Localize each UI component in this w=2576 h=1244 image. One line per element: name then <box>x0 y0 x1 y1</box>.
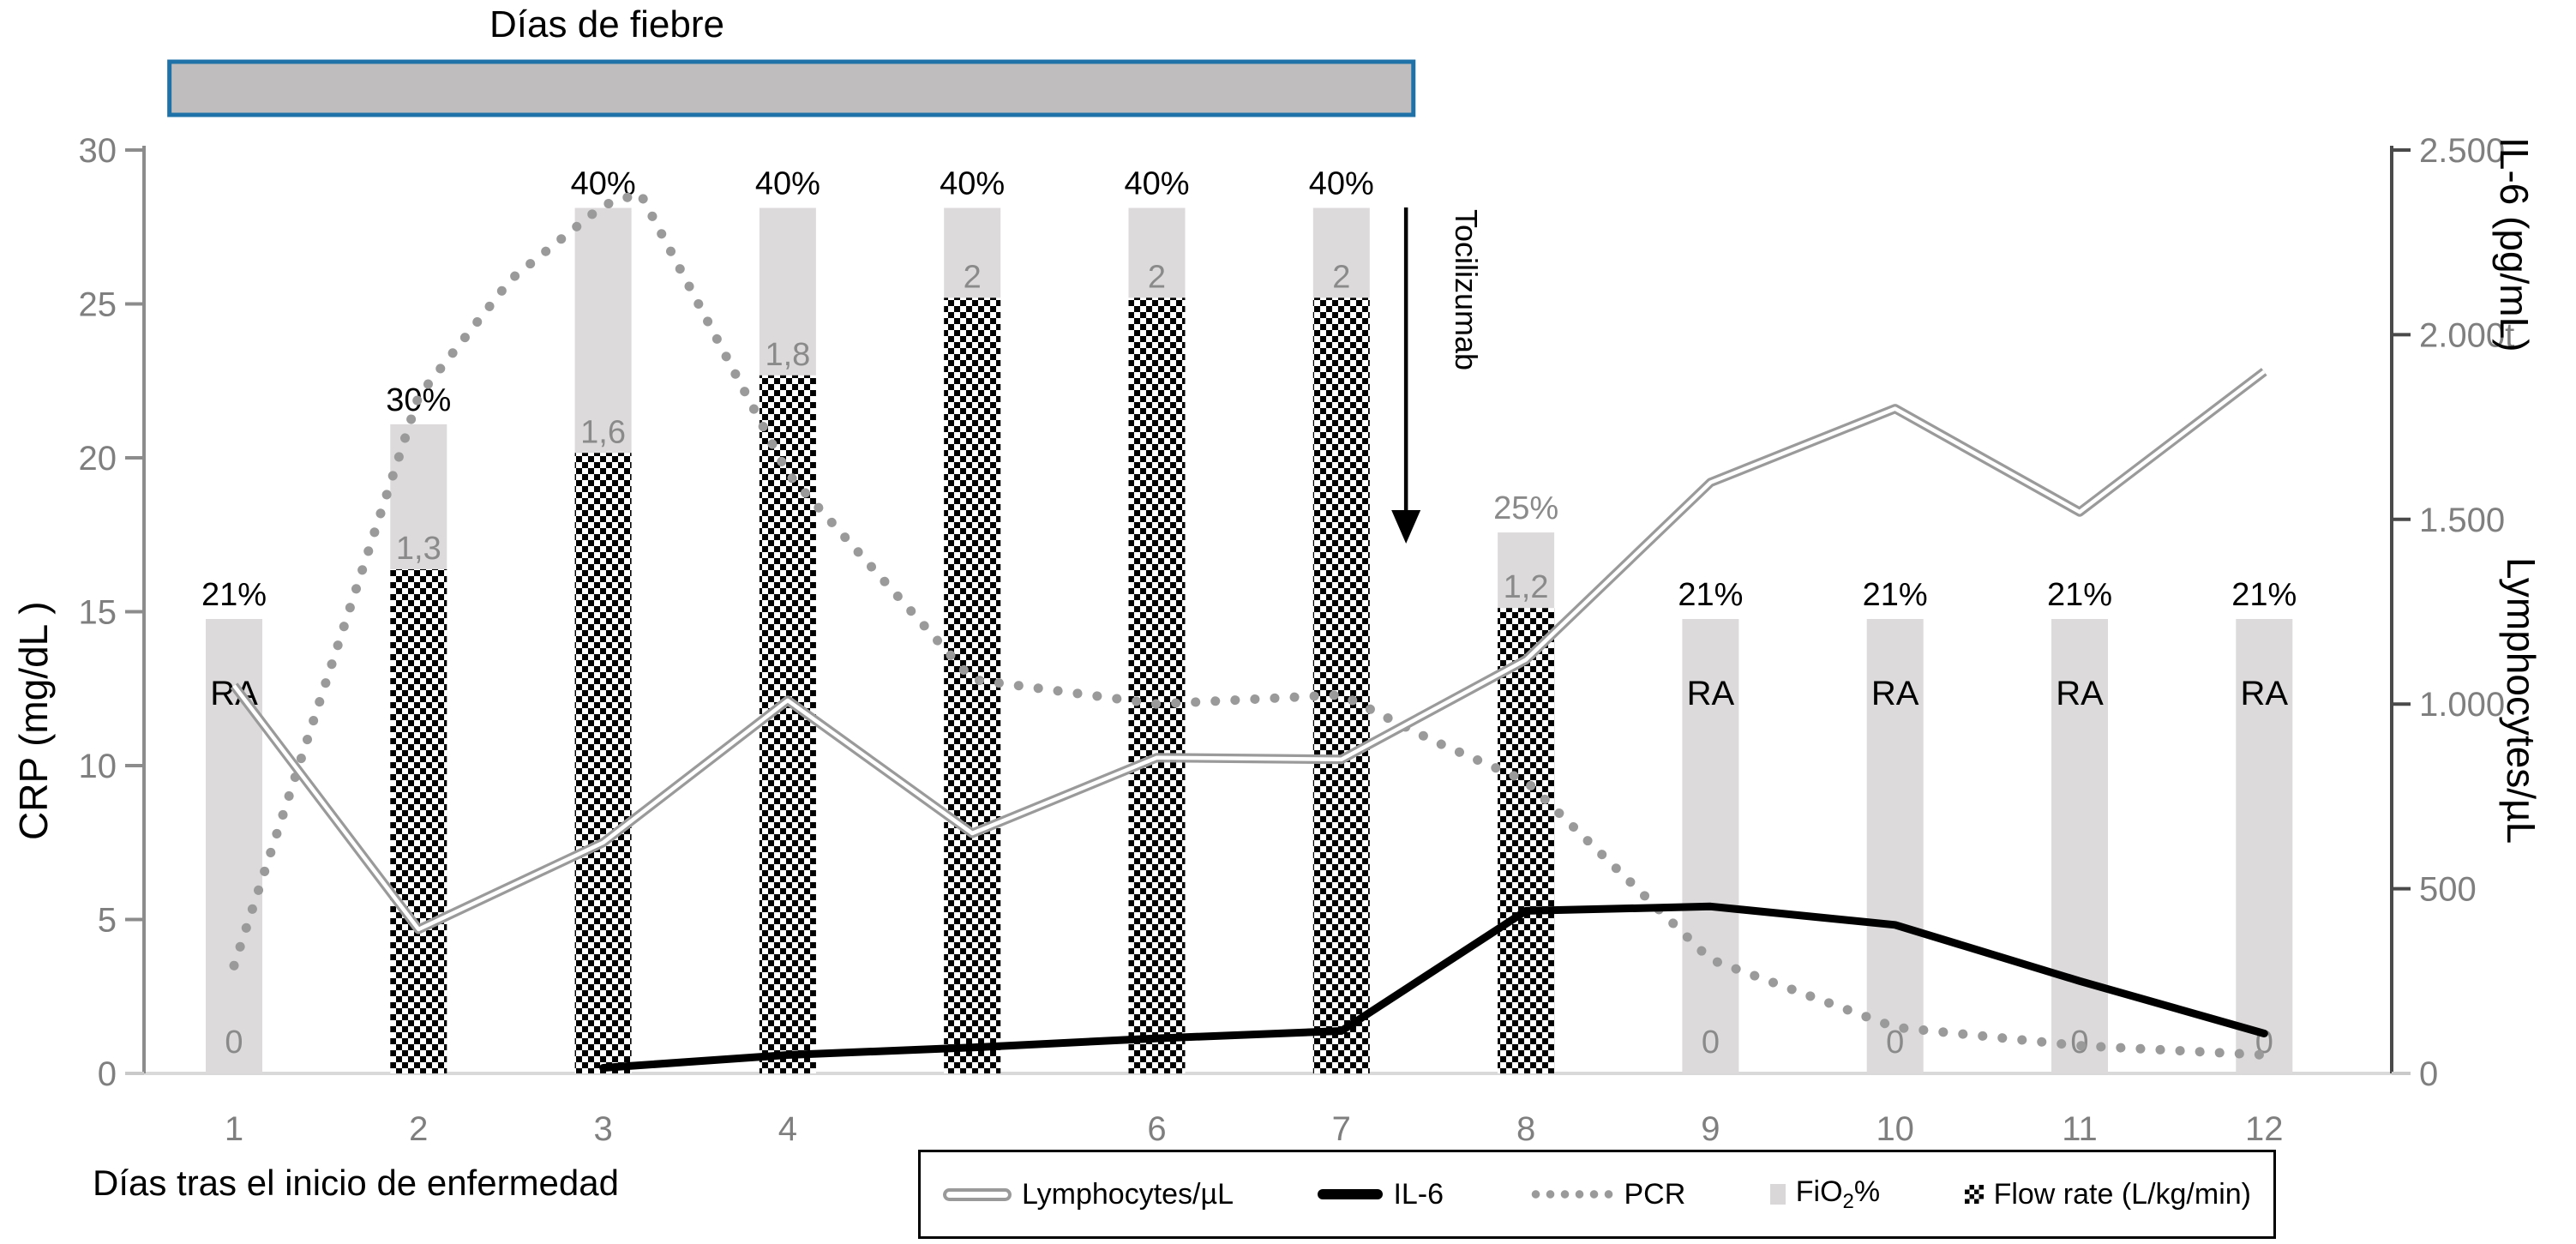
fio2-bar-day-10 <box>1866 619 1924 1073</box>
flow-rate-bar-day-5 <box>944 297 1001 1073</box>
legend-item-fio2: FiO2% <box>1769 1175 1881 1214</box>
fio2-percent-label: 40% <box>1124 165 1189 201</box>
tocilizumab-arrowhead-icon <box>1391 510 1421 544</box>
x-axis-tick-label: 11 <box>2062 1110 2098 1148</box>
flow-rate-zero-label: 0 <box>1886 1025 1904 1061</box>
x-axis-tick-label: 4 <box>778 1110 797 1148</box>
x-axis-tick-label: 6 <box>1147 1110 1166 1148</box>
fio2-percent-label: 21% <box>1678 577 1743 613</box>
flow-rate-zero-label: 0 <box>225 1025 243 1061</box>
fio2-percent-label: 21% <box>201 577 267 613</box>
x-axis-tick-label: 8 <box>1516 1110 1535 1148</box>
left-axis-tick-label: 30 <box>79 132 117 170</box>
il6-line <box>599 902 2268 1072</box>
left-axis-tick-label: 5 <box>98 902 117 940</box>
legend-label: FiO2% <box>1795 1175 1881 1213</box>
fio2-percent-label: 21% <box>2231 577 2297 613</box>
legend-label: PCR <box>1624 1177 1686 1211</box>
checker-square-swatch-icon <box>1964 1185 1984 1204</box>
flow-rate-bar-day-4 <box>759 375 816 1074</box>
flow-rate-value-label: 1,2 <box>1504 569 1549 605</box>
fio2-percent-label: 21% <box>2047 577 2112 613</box>
fio2-percent-label: 21% <box>1863 577 1928 613</box>
lymphocytes-line-outer <box>230 368 2267 935</box>
x-axis-title: Días tras el inicio de enfermedad <box>93 1163 619 1203</box>
fio2-bar-day-9 <box>1682 619 1739 1073</box>
legend: Lymphocytes/µL IL-6 PCR FiO2% Flow rate … <box>918 1150 2276 1239</box>
flow-rate-zero-label: 0 <box>1702 1025 1720 1061</box>
x-axis-tick-label: 12 <box>2245 1110 2284 1148</box>
right-axis-tick-label: 500 <box>2419 871 2477 909</box>
x-axis-tick-label: 3 <box>593 1110 612 1148</box>
left-axis-tick-label: 0 <box>98 1055 117 1093</box>
flow-rate-value-label: 2 <box>964 259 982 295</box>
fio2-percent-label: 40% <box>755 165 820 201</box>
right-axis-tick-label: 2.500 <box>2419 132 2505 170</box>
right-axis-title-lymphocytes: Lymphocytes/µL <box>2499 557 2543 844</box>
legend-item-pcr: PCR <box>1528 1177 1686 1211</box>
fio2-bar-day-1 <box>206 619 262 1073</box>
room-air-label: RA <box>2241 675 2289 712</box>
flow-rate-bar-day-8 <box>1498 608 1555 1073</box>
x-axis-tick-label: 7 <box>1332 1110 1351 1148</box>
flow-rate-value-label: 1,8 <box>765 337 810 373</box>
gray-square-swatch-icon <box>1769 1183 1786 1205</box>
x-axis-tick-label: 10 <box>1876 1110 1914 1148</box>
flow-rate-bar-day-3 <box>574 453 632 1073</box>
right-axis-title-il6: IL-6 (pg/mL) <box>2492 137 2537 352</box>
x-axis-tick-label: 2 <box>409 1110 428 1148</box>
flow-rate-bar-day-2 <box>390 568 447 1073</box>
room-air-label: RA <box>1687 675 1735 712</box>
room-air-label: RA <box>1871 675 1919 712</box>
legend-item-flow-rate: Flow rate (L/kg/min) <box>1964 1177 2251 1211</box>
flow-rate-value-label: 1,6 <box>580 414 626 450</box>
legend-item-lymphocytes: Lymphocytes/µL <box>943 1178 1234 1211</box>
flow-rate-bar-day-6 <box>1128 297 1186 1073</box>
flow-rate-value-label: 2 <box>1332 259 1350 295</box>
thick-line-swatch-icon <box>1318 1189 1384 1199</box>
pcr-line <box>229 188 2269 1060</box>
left-axis-tick-label: 10 <box>79 748 117 785</box>
fio2-bar-day-12 <box>2236 619 2293 1073</box>
right-axis-tick-label: 1.500 <box>2419 502 2505 539</box>
flow-rate-bar-day-7 <box>1312 297 1370 1073</box>
room-air-label: RA <box>2056 675 2104 712</box>
right-axis-tick-label: 1.000 <box>2419 686 2505 724</box>
legend-label: Lymphocytes/µL <box>1022 1177 1234 1211</box>
x-axis-tick-label: 1 <box>225 1110 243 1148</box>
legend-label: Flow rate (L/kg/min) <box>1993 1177 2251 1211</box>
left-axis-tick-label: 20 <box>79 440 117 478</box>
left-axis-title: CRP (mg/dL ) <box>11 601 56 840</box>
tocilizumab-annotation: Tocilizumab <box>1449 209 1484 370</box>
legend-item-il6: IL-6 <box>1318 1178 1444 1211</box>
dotted-line-swatch-icon <box>1528 1189 1614 1199</box>
left-axis-tick-label: 15 <box>79 594 117 632</box>
fever-bar-title: Días de fiebre <box>489 3 724 45</box>
x-axis-tick-label: 9 <box>1701 1110 1720 1148</box>
flow-rate-value-label: 1,3 <box>396 531 441 567</box>
fever-duration-bar <box>167 59 1416 117</box>
double-line-swatch-icon <box>943 1187 1012 1201</box>
fio2-percent-label: 40% <box>940 165 1005 201</box>
right-axis-tick-label: 2.000t <box>2419 316 2514 354</box>
fio2-percent-label: 40% <box>1309 165 1374 201</box>
left-axis-tick-label: 25 <box>79 286 117 324</box>
legend-label: IL-6 <box>1393 1177 1444 1211</box>
fio2-percent-label: 25% <box>1493 490 1558 526</box>
fio2-bar-day-11 <box>2051 619 2108 1073</box>
right-axis-tick-label: 0 <box>2419 1055 2438 1093</box>
flow-rate-value-label: 2 <box>1148 259 1166 295</box>
lymphocytes-line-inner <box>232 370 2266 932</box>
